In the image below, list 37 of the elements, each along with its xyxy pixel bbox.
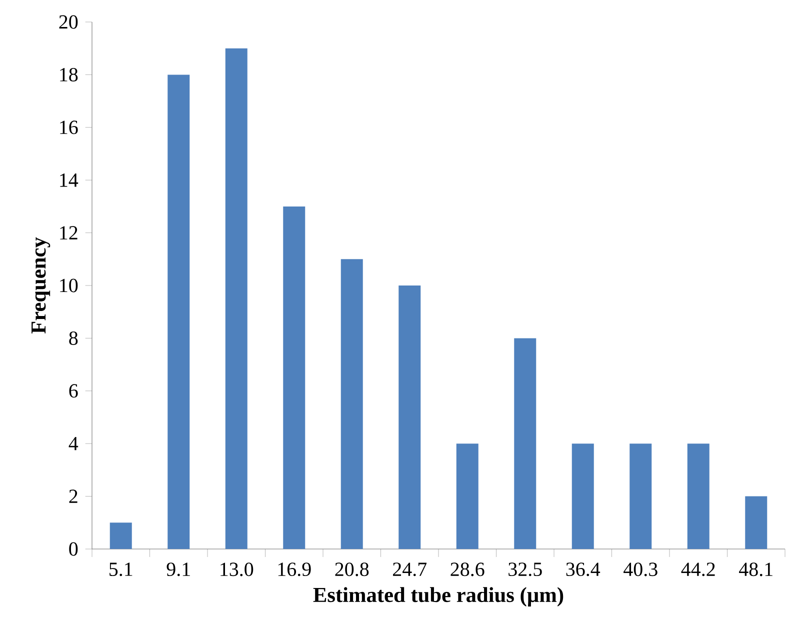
y-tick-label: 18 [60, 68, 78, 82]
x-tick-label: 24.7 [393, 562, 427, 576]
y-tick-label: 2 [69, 490, 78, 503]
y-tick-label: 8 [69, 331, 78, 345]
bar [225, 48, 248, 549]
bar [340, 259, 363, 549]
y-tick-label: 12 [60, 226, 78, 240]
bar [687, 444, 710, 549]
y-tick-label: 0 [69, 542, 78, 556]
bar [110, 522, 132, 549]
x-tick-label: 16.9 [278, 562, 311, 576]
bar [456, 444, 478, 549]
y-axis-title: Frequency [32, 237, 50, 334]
x-tick-label: 40.3 [624, 562, 658, 576]
bar [398, 286, 421, 549]
y-tick-label: 20 [59, 15, 78, 29]
bar [745, 496, 768, 549]
x-tick-label: 5.1 [110, 562, 132, 576]
bar [630, 444, 652, 549]
bar [283, 206, 306, 549]
bar [168, 74, 190, 549]
y-tick-label: 4 [68, 437, 78, 450]
x-tick-label: 28.6 [450, 562, 484, 576]
x-tick-label: 48.1 [739, 562, 772, 576]
bar [514, 338, 536, 549]
y-tick-label: 6 [69, 384, 78, 398]
bar [572, 444, 594, 549]
x-tick-label: 20.8 [335, 562, 369, 576]
x-tick-label: 13.0 [220, 562, 254, 576]
y-tick-label: 10 [60, 278, 78, 292]
y-tick-label: 16 [60, 120, 78, 134]
x-tick-label: 44.2 [681, 562, 715, 576]
y-tick-label: 14 [60, 174, 78, 187]
x-axis-title: Estimated tube radius (µm) [313, 587, 564, 606]
x-tick-label: 36.4 [566, 562, 600, 576]
x-tick-label: 9.1 [166, 562, 190, 576]
x-tick-label: 32.5 [508, 562, 542, 576]
